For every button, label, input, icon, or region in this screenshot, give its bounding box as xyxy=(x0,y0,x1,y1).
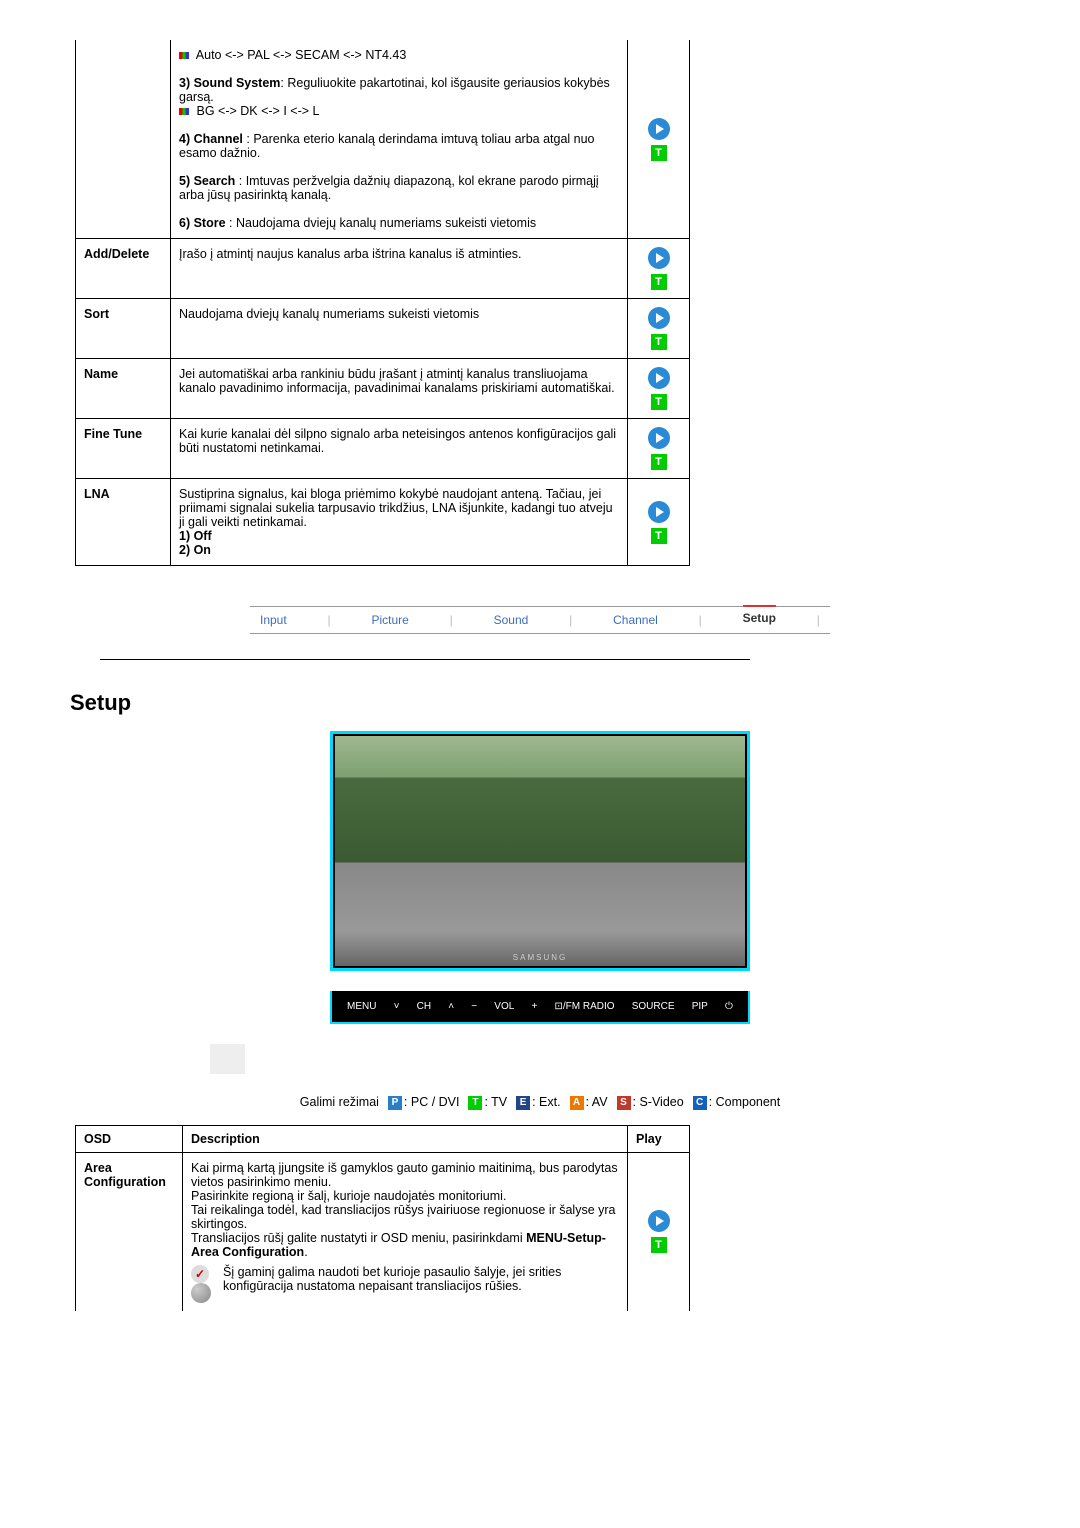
color-bullet-icon xyxy=(179,52,189,59)
auto-pal-line: Auto <-> PAL <-> SECAM <-> NT4.43 xyxy=(196,48,407,62)
play-icon[interactable] xyxy=(648,367,670,389)
play-icon[interactable] xyxy=(648,427,670,449)
add-delete-desc: Įrašo į atmintį naujus kanalus arba ištr… xyxy=(171,239,628,299)
t-mode-icon: T xyxy=(651,145,667,161)
e-mode-icon: E xyxy=(516,1096,530,1110)
channel-label: 4) Channel xyxy=(179,132,243,146)
t-mode-icon: T xyxy=(468,1096,482,1110)
lna-label: LNA xyxy=(76,479,171,566)
divider xyxy=(100,659,750,660)
lna-desc: Sustiprina signalus, kai bloga priėmimo … xyxy=(179,487,613,529)
lna-off: 1) Off xyxy=(179,529,212,543)
setup-table: OSD Description Play Area Configuration … xyxy=(75,1125,690,1311)
tab-sound[interactable]: Sound xyxy=(494,613,529,627)
play-icon[interactable] xyxy=(648,247,670,269)
tab-input[interactable]: Input xyxy=(260,613,287,627)
tab-picture[interactable]: Picture xyxy=(371,613,408,627)
lna-on: 2) On xyxy=(179,543,211,557)
source-button[interactable]: SOURCE xyxy=(632,1001,675,1012)
tab-setup[interactable]: Setup xyxy=(743,605,776,627)
sort-desc: Naudojama dviejų kanalų numeriams sukeis… xyxy=(171,299,628,359)
a-mode-icon: A xyxy=(570,1096,584,1110)
power-button[interactable]: ⏻ xyxy=(725,1001,733,1012)
description-header: Description xyxy=(183,1125,628,1152)
ch-label: CH xyxy=(417,1001,431,1012)
play-icon[interactable] xyxy=(648,307,670,329)
t-mode-icon: T xyxy=(651,1237,667,1253)
globe-icon xyxy=(191,1283,211,1303)
section-tabs: Input| Picture| Sound| Channel| Setup| xyxy=(250,606,830,634)
mode-legend: Galimi režimai P: PC / DVI T: TV E: Ext.… xyxy=(70,1095,1010,1110)
monitor-image: SAMSUNG MENU ˅ CH ˄ − VOL + ⊡/FM RADIO S… xyxy=(330,731,750,1024)
signature-icon xyxy=(210,1044,245,1074)
lna-cell: Sustiprina signalus, kai bloga priėmimo … xyxy=(171,479,628,566)
p-mode-icon: P xyxy=(388,1096,402,1110)
area-config-desc: Kai pirmą kartą įjungsite iš gamyklos ga… xyxy=(183,1152,628,1311)
search-text: : Imtuvas peržvelgia dažnių diapazoną, k… xyxy=(179,174,599,202)
fine-tune-label: Fine Tune xyxy=(76,419,171,479)
t-mode-icon: T xyxy=(651,528,667,544)
osd-header: OSD xyxy=(76,1125,183,1152)
add-delete-label: Add/Delete xyxy=(76,239,171,299)
name-label: Name xyxy=(76,359,171,419)
search-label: 5) Search xyxy=(179,174,235,188)
s-mode-icon: S xyxy=(617,1096,631,1110)
check-icon: ✓ xyxy=(191,1265,209,1283)
play-icon[interactable] xyxy=(648,1210,670,1232)
vol-label: VOL xyxy=(494,1001,514,1012)
bg-dk-line: BG <-> DK <-> I <-> L xyxy=(196,104,319,118)
modes-label: Galimi režimai xyxy=(300,1095,379,1109)
pip-button[interactable]: PIP xyxy=(692,1001,708,1012)
vol-up[interactable]: + xyxy=(531,1001,537,1012)
t-mode-icon: T xyxy=(651,274,667,290)
t-mode-icon: T xyxy=(651,394,667,410)
c-mode-icon: C xyxy=(693,1096,707,1110)
fine-tune-desc: Kai kurie kanalai dėl silpno signalo arb… xyxy=(171,419,628,479)
monitor-controls: MENU ˅ CH ˄ − VOL + ⊡/FM RADIO SOURCE PI… xyxy=(330,991,750,1024)
tab-channel[interactable]: Channel xyxy=(613,613,658,627)
color-bullet-icon xyxy=(179,108,189,115)
play-header: Play xyxy=(628,1125,690,1152)
sound-system-label: 3) Sound System xyxy=(179,76,280,90)
sort-label: Sort xyxy=(76,299,171,359)
menu-button[interactable]: MENU xyxy=(347,1001,376,1012)
ch-down[interactable]: ˅ xyxy=(394,1001,400,1012)
name-desc: Jei automatiškai arba rankiniu būdu įraš… xyxy=(171,359,628,419)
monitor-brand: SAMSUNG xyxy=(335,953,745,962)
vol-down[interactable]: − xyxy=(471,1001,477,1012)
t-mode-icon: T xyxy=(651,454,667,470)
play-icon[interactable] xyxy=(648,118,670,140)
store-label: 6) Store xyxy=(179,216,226,230)
radio-button[interactable]: ⊡/FM RADIO xyxy=(555,1001,615,1012)
area-config-label: Area Configuration xyxy=(76,1152,183,1311)
play-icon[interactable] xyxy=(648,501,670,523)
setup-heading: Setup xyxy=(70,690,1010,716)
ch-up[interactable]: ˄ xyxy=(448,1001,454,1012)
store-text: : Naudojama dviejų kanalų numeriams suke… xyxy=(226,216,537,230)
t-mode-icon: T xyxy=(651,334,667,350)
play-icon-group: T xyxy=(648,118,670,161)
sound-system-cell: Auto <-> PAL <-> SECAM <-> NT4.43 3) Sou… xyxy=(171,40,628,239)
channel-settings-table: Auto <-> PAL <-> SECAM <-> NT4.43 3) Sou… xyxy=(75,40,690,566)
